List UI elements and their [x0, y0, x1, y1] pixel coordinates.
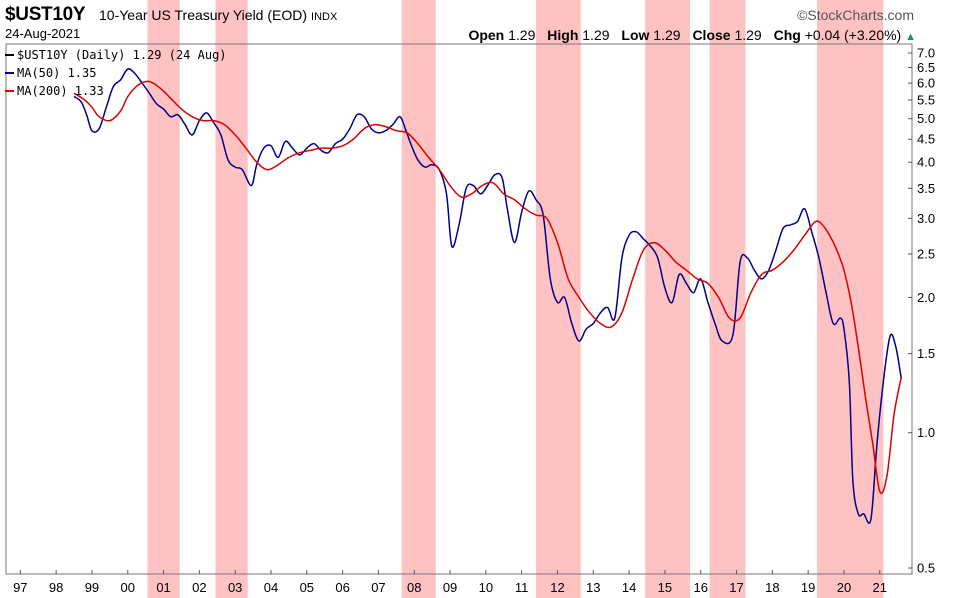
low-value: 1.29 — [653, 27, 681, 43]
legend-swatch-ma200 — [5, 90, 14, 92]
y-tick-label-8: 3.0 — [917, 211, 935, 226]
grid-layer — [908, 52, 912, 569]
series-layer — [73, 68, 903, 525]
x-tick-label-14: 11 — [515, 580, 529, 595]
x-tick-label-21: 18 — [765, 580, 779, 595]
x-axis: 97 98 99 00 01 02 03 04 05 06 07 08 09 10 11 12 13 14 15 16… — [13, 570, 887, 595]
y-tick-label-10: 2.0 — [917, 290, 935, 305]
shaded-period-5 — [709, 0, 746, 598]
x-tick-label-23: 20 — [837, 580, 851, 595]
recession-shading-layer — [147, 0, 884, 598]
y-tick-label-7: 3.5 — [917, 181, 935, 196]
high-value: 1.29 — [582, 27, 610, 43]
series-line-ma200 — [73, 80, 903, 495]
x-tick-label-1: 98 — [49, 580, 63, 595]
x-tick-label-3: 00 — [121, 580, 135, 595]
legend-ma200-text: MA(200) 1.33 — [17, 84, 104, 98]
x-tick-label-22: 19 — [801, 580, 815, 595]
y-tick-label-1: 6.5 — [917, 60, 935, 75]
description-text: 10-Year US Treasury Yield (EOD) — [99, 7, 308, 23]
chg-value: +0.04 (+3.20%) — [804, 27, 902, 43]
legend-swatch-price — [5, 54, 14, 56]
legend-price-text: $UST10Y (Daily) 1.29 (24 Aug) — [17, 48, 227, 62]
open-label: Open — [468, 27, 505, 43]
x-tick-label-7: 04 — [264, 580, 278, 595]
y-tick-label-4: 5.0 — [917, 111, 935, 126]
y-tick-label-11: 1.5 — [917, 346, 935, 361]
y-tick-label-2: 6.0 — [917, 76, 935, 91]
x-tick-label-15: 12 — [550, 580, 564, 595]
plot-frame — [5, 43, 913, 575]
x-tick-label-9: 06 — [335, 580, 349, 595]
exchange-label: INDX — [311, 11, 338, 23]
series-line-ma50 — [73, 68, 903, 525]
x-tick-label-19: 16 — [693, 580, 707, 595]
x-tick-label-18: 15 — [658, 580, 672, 595]
y-axis: 7.06.56.0 5.5 5.0 4.5 4.0 3.5 3.0 2.5 2.0 1.5 1.0 0… — [917, 46, 935, 576]
y-tick-label-6: 4.0 — [917, 155, 935, 170]
high-label: High — [547, 27, 579, 43]
shaded-period-3 — [535, 0, 581, 598]
x-tick-label-0: 97 — [13, 580, 27, 595]
x-tick-label-6: 03 — [228, 580, 242, 595]
x-tick-label-8: 05 — [300, 580, 314, 595]
shaded-period-4 — [645, 0, 690, 598]
shaded-period-1 — [215, 0, 248, 598]
legend-ma200: MA(200) 1.33 — [5, 82, 227, 100]
chart-description: 10-Year US Treasury Yield (EOD) INDX — [99, 7, 337, 23]
y-tick-label-0: 7.0 — [917, 46, 935, 61]
up-arrow-icon: ▲ — [905, 31, 916, 43]
shaded-period-2 — [401, 0, 436, 598]
brand-watermark: ©StockCharts.com — [797, 7, 914, 23]
legend-swatch-ma50 — [5, 72, 14, 74]
x-tick-label-12: 09 — [443, 580, 457, 595]
x-tick-label-4: 01 — [156, 580, 170, 595]
legend-price: $UST10Y (Daily) 1.29 (24 Aug) — [5, 46, 227, 64]
x-tick-label-10: 07 — [371, 580, 385, 595]
x-tick-label-17: 14 — [622, 580, 636, 595]
x-tick-label-20: 17 — [729, 580, 743, 595]
ohlc-readout: Open 1.29 High 1.29 Low 1.29 Close 1.29 … — [468, 27, 916, 43]
open-value: 1.29 — [508, 27, 536, 43]
chart-symbol: $UST10Y — [5, 4, 86, 25]
low-label: Low — [621, 27, 650, 43]
y-tick-label-12: 1.0 — [917, 425, 935, 440]
y-tick-label-9: 2.5 — [917, 246, 935, 261]
x-tick-label-16: 13 — [586, 580, 600, 595]
y-tick-label-5: 4.5 — [917, 132, 935, 147]
legend-ma50: MA(50) 1.35 — [5, 64, 227, 82]
chg-label: Chg — [773, 27, 801, 43]
chart-legend: $UST10Y (Daily) 1.29 (24 Aug) MA(50) 1.3… — [5, 46, 227, 100]
x-tick-label-5: 02 — [192, 580, 206, 595]
x-tick-label-24: 21 — [873, 580, 887, 595]
x-tick-label-11: 08 — [407, 580, 421, 595]
chart-date: 24-Aug-2021 — [5, 26, 81, 41]
y-tick-label-13: 0.5 — [917, 561, 935, 576]
legend-ma50-text: MA(50) 1.35 — [17, 66, 97, 80]
close-value: 1.29 — [734, 27, 762, 43]
close-label: Close — [692, 27, 731, 43]
y-tick-label-3: 5.5 — [917, 93, 935, 108]
x-tick-label-2: 99 — [85, 580, 99, 595]
x-tick-label-13: 10 — [479, 580, 493, 595]
